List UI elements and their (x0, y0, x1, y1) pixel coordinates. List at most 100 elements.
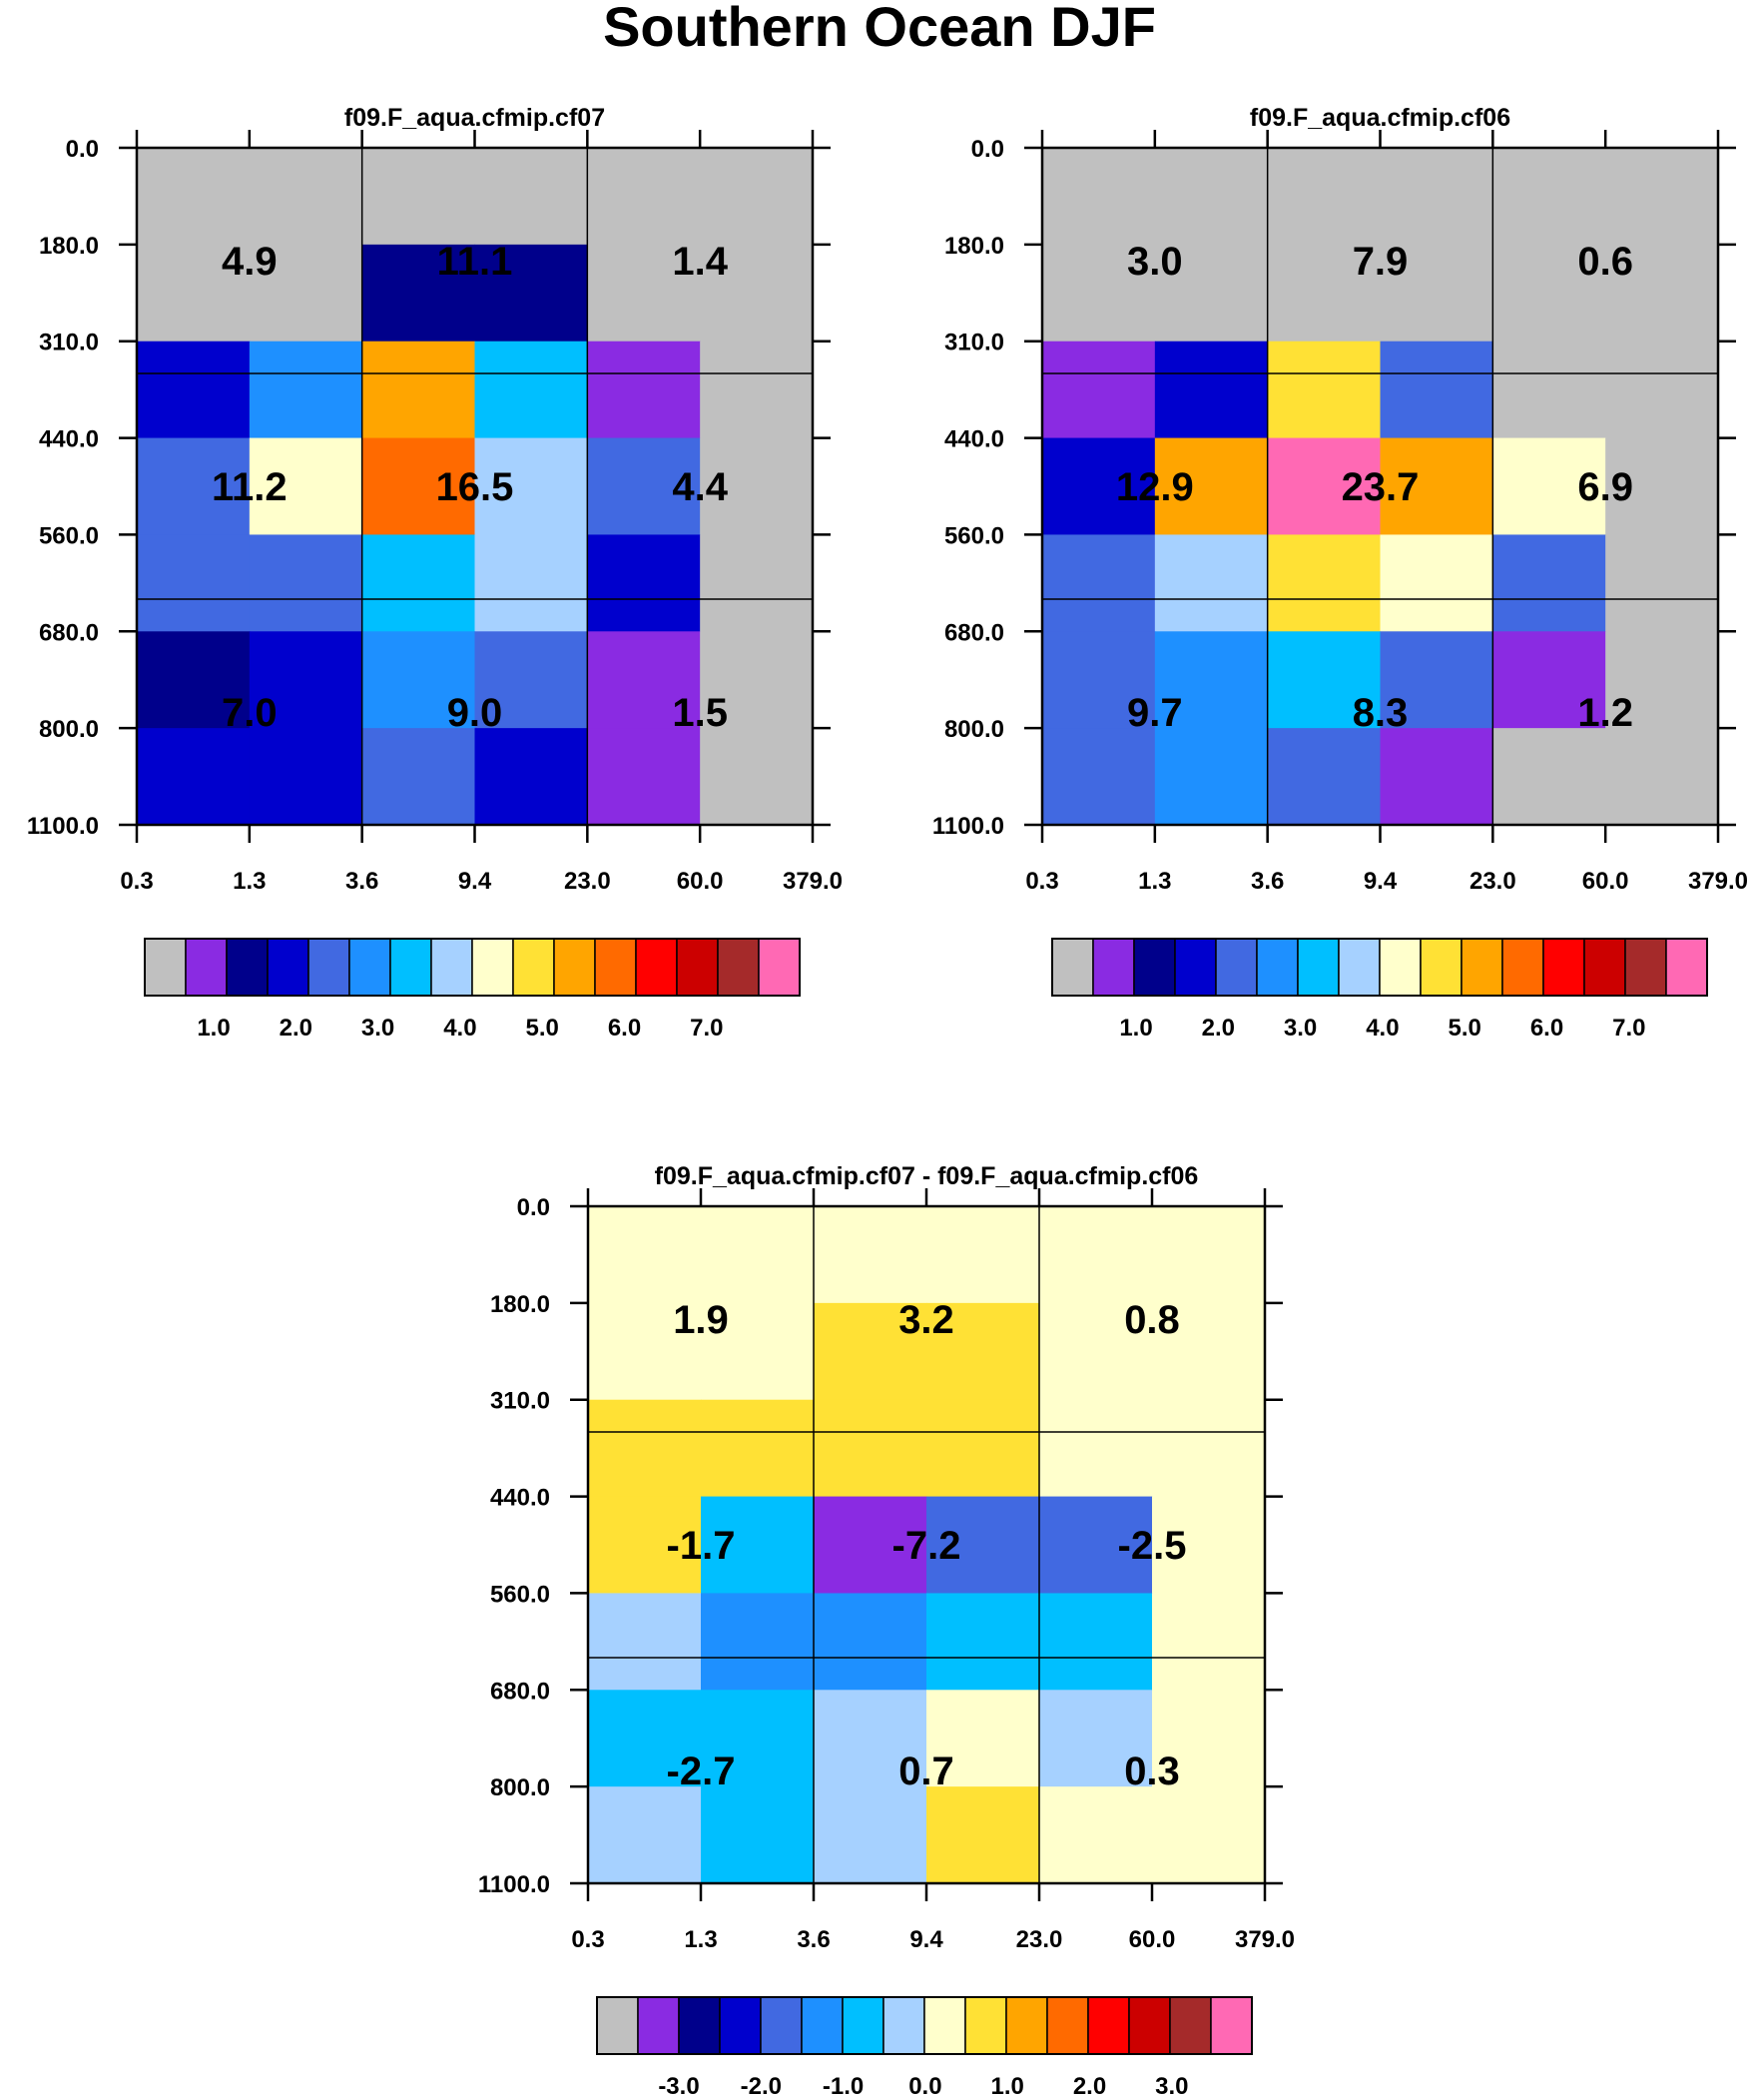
heatmap-cell (361, 631, 476, 729)
heatmap-cell (1492, 631, 1606, 729)
colorbar-swatch (923, 1996, 966, 2055)
heatmap-cell (361, 341, 476, 439)
y-tick-label: 1100.0 (932, 813, 1004, 840)
heatmap-cell (926, 1302, 1040, 1401)
heatmap-cell (1605, 728, 1719, 826)
x-tick-label: 60.0 (1582, 868, 1629, 895)
heatmap-cell (1152, 1786, 1266, 1884)
y-tick-label: 0.0 (66, 136, 99, 163)
colorbar-swatch (717, 938, 760, 997)
colorbar-swatch (1128, 1996, 1171, 2055)
heatmap-cell (926, 1786, 1040, 1884)
heatmap-cell (1492, 148, 1606, 246)
x-tick-label: 60.0 (677, 868, 724, 895)
heatmap-cell (249, 437, 363, 536)
heatmap-cell (137, 728, 251, 826)
heatmap-cell (474, 534, 588, 632)
heatmap-cell (1605, 437, 1719, 536)
heatmap-cell (1492, 437, 1606, 536)
colorbar-swatch (1215, 938, 1258, 997)
block-total-label: 12.9 (1116, 465, 1194, 509)
heatmap-cell (701, 1206, 815, 1304)
heatmap-cell (926, 1496, 1040, 1595)
heatmap-cell (1039, 1593, 1153, 1691)
heatmap-cell (814, 1690, 927, 1787)
heatmap-cell (700, 728, 814, 826)
heatmap-cell (1152, 1206, 1266, 1304)
block-total-label: 23.7 (1342, 465, 1420, 509)
heatmap-cell (1154, 631, 1269, 729)
heatmap-cell (701, 1496, 815, 1595)
heatmap-cell (137, 341, 251, 439)
colorbar-swatch (1542, 938, 1585, 997)
colorbar: -3.0 -2.0 -1.0 0.0 1.0 2.0 3.0 (596, 1996, 1253, 2100)
colorbar-swatch (226, 938, 269, 997)
block-total-label: 3.0 (1127, 240, 1183, 284)
x-tick-label: 9.4 (1364, 868, 1398, 895)
colorbar-swatch (678, 1996, 721, 2055)
colorbar-swatch (1624, 938, 1667, 997)
heatmap-cell (137, 244, 251, 343)
heatmap-cell (814, 1786, 927, 1884)
colorbar-tick-label: 3.0 (1284, 1015, 1317, 1042)
colorbar-swatch (1210, 1996, 1253, 2055)
heatmap-cell (701, 1786, 815, 1884)
heatmap-cell (814, 1302, 927, 1401)
colorbar: 1.0 2.0 3.0 4.0 5.0 6.0 7.0 (144, 938, 801, 1042)
colorbar-swatch (1051, 938, 1094, 997)
heatmap-cell (814, 1399, 927, 1498)
colorbar-tick-label: -3.0 (658, 2073, 699, 2100)
block-total-label: 3.2 (898, 1298, 954, 1342)
x-tick-label: 379.0 (1235, 1926, 1295, 1953)
heatmap-cell (588, 1399, 702, 1498)
colorbar-swatch (1420, 938, 1463, 997)
block-total-label: 1.4 (672, 240, 728, 284)
heatmap-cell (1154, 728, 1269, 826)
colorbar-swatch (512, 938, 555, 997)
heatmap-cell (588, 1593, 702, 1691)
heatmap-cell (474, 728, 588, 826)
colorbar-tick-label: 1.0 (1119, 1015, 1152, 1042)
heatmap-cell (587, 244, 701, 343)
colorbar-swatch (1092, 938, 1135, 997)
y-tick-label: 560.0 (39, 522, 99, 549)
heatmap-cell (361, 728, 476, 826)
panel-title: f09.F_aqua.cfmip.cf07 (344, 104, 605, 132)
colorbar-tick-label: 7.0 (690, 1015, 723, 1042)
heatmap-cell (700, 148, 814, 246)
heatmap-cell (1380, 631, 1493, 729)
heatmap-cell (700, 341, 814, 439)
panel-title: f09.F_aqua.cfmip.cf07 - f09.F_aqua.cfmip… (655, 1162, 1199, 1190)
heatmap-cell (361, 534, 476, 632)
colorbar-swatch (760, 1996, 803, 2055)
colorbar: 1.0 2.0 3.0 4.0 5.0 6.0 7.0 (1051, 938, 1708, 1042)
colorbar-swatch (185, 938, 228, 997)
block-total-label: -2.5 (1118, 1524, 1187, 1568)
colorbar-tick-label: 2.0 (280, 1015, 312, 1042)
x-tick-label: 23.0 (564, 868, 611, 895)
colorbar-swatch (637, 1996, 680, 2055)
colorbar-swatch (471, 938, 514, 997)
colorbar-swatch (389, 938, 432, 997)
colorbar-tick-label: 7.0 (1612, 1015, 1645, 1042)
y-tick-label: 800.0 (944, 716, 1004, 743)
y-tick-label: 440.0 (39, 426, 99, 453)
heatmap-cell (814, 1206, 927, 1304)
colorbar-swatch (1297, 938, 1340, 997)
heatmap-cell (1042, 728, 1156, 826)
heatmap-cell (1267, 341, 1382, 439)
heatmap-cell (1380, 341, 1493, 439)
heatmap-cell (587, 437, 701, 536)
colorbar-swatch (964, 1996, 1007, 2055)
x-tick-label: 379.0 (783, 868, 843, 895)
heatmap-cell (701, 1302, 815, 1401)
x-tick-label: 1.3 (233, 868, 266, 895)
y-tick-label: 180.0 (944, 233, 1004, 260)
heatmap-cell (588, 1302, 702, 1401)
y-tick-label: 1100.0 (27, 813, 99, 840)
colorbar-swatch (144, 938, 187, 997)
x-tick-label: 0.3 (1025, 868, 1058, 895)
x-tick-label: 23.0 (1469, 868, 1516, 895)
x-tick-label: 379.0 (1688, 868, 1748, 895)
